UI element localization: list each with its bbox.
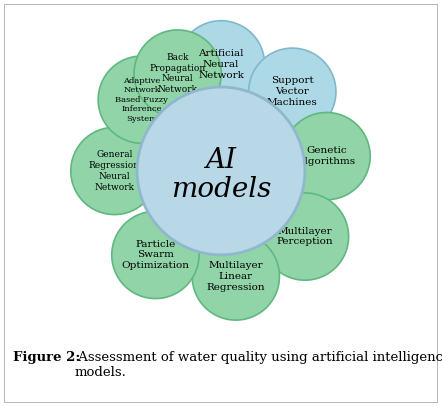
Text: Artificial
Neural
Network: Artificial Neural Network — [198, 49, 244, 80]
Circle shape — [192, 233, 279, 320]
Text: models: models — [171, 176, 271, 203]
Circle shape — [137, 87, 305, 255]
Circle shape — [71, 127, 158, 214]
Circle shape — [134, 30, 221, 117]
Text: Adaptive
Network
Based Fuzzy
Inference
System: Adaptive Network Based Fuzzy Inference S… — [115, 77, 168, 123]
Circle shape — [249, 48, 336, 136]
Text: Figure 2:: Figure 2: — [13, 351, 80, 364]
Text: Multilayer
Linear
Regression: Multilayer Linear Regression — [206, 261, 265, 292]
Circle shape — [98, 56, 186, 143]
Text: Genetic
Algorithms: Genetic Algorithms — [297, 146, 356, 166]
Text: General
Regression
Neural
Network: General Regression Neural Network — [89, 150, 140, 192]
Circle shape — [261, 193, 349, 280]
Text: Assessment of water quality using artificial intelligence
models.: Assessment of water quality using artifi… — [74, 351, 442, 379]
Text: Multilayer
Perception: Multilayer Perception — [277, 227, 333, 246]
Text: Support
Vector
Machines: Support Vector Machines — [267, 77, 318, 107]
Text: Particle
Swarm
Optimization: Particle Swarm Optimization — [122, 240, 189, 270]
Circle shape — [177, 21, 265, 108]
Circle shape — [283, 112, 370, 200]
Circle shape — [112, 211, 199, 299]
Text: AI: AI — [206, 147, 236, 174]
Text: Back
Propagation
Neural
Network: Back Propagation Neural Network — [149, 53, 206, 94]
